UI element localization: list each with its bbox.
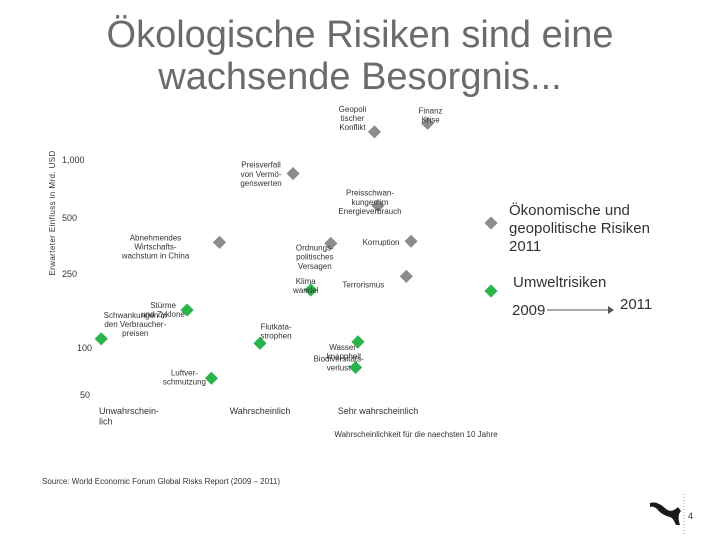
environmental-risk-point	[252, 335, 268, 351]
risk-point-label: Korruption	[363, 238, 400, 247]
risk-point-label: Stürme und Zyklone	[141, 301, 185, 319]
economic-risk-point	[367, 124, 382, 140]
x-tick-label: Unwahrschein-lich	[99, 406, 159, 426]
risk-point-label: Terrorismus	[342, 280, 384, 289]
page-number: 4	[688, 511, 694, 521]
brand-logo	[650, 502, 681, 525]
legend-year-to: 2011	[620, 296, 653, 313]
risk-point-label: Luftver-schmutzung	[163, 368, 206, 386]
risk-point-label: Preisverfall von Vermö-genswerten	[240, 161, 281, 188]
title-line-1: Ökologische Risiken sind eine	[106, 14, 614, 56]
risk-point-label: Wasser-knappheit	[327, 343, 362, 361]
environmental-risk-point	[303, 282, 319, 298]
legend-environmental-marker	[483, 283, 499, 299]
economic-risk-point	[398, 268, 414, 284]
legend-economic-line1: Ökonomische und	[509, 202, 630, 219]
title-line-2: wachsende Besorgnis...	[158, 56, 562, 98]
y-tick-label: 1,000	[62, 155, 85, 165]
legend-economic-label: Ökonomische und geopolitische Risiken 20…	[509, 202, 650, 256]
risk-point-label: Preisschwan-kungen im Energieverbrauch	[338, 189, 401, 216]
risk-point-label: Abnehmendes Wirtschafts-wachstum in China	[121, 233, 190, 260]
risk-point-label: Klima wandel	[292, 277, 319, 295]
legend-environmental-label: Umweltrisiken	[513, 274, 607, 291]
x-tick-label: Wahrscheinlich	[230, 406, 291, 416]
y-tick-label: 250	[62, 269, 77, 279]
economic-risk-point	[212, 234, 227, 250]
economic-risk-point	[370, 198, 386, 214]
slide-title: Ökologische Risiken sind eine wachsende …	[60, 14, 660, 98]
legend-economic-marker	[483, 215, 499, 231]
risk-point-label: Schwankungen in den Verbraucher-preisen	[104, 311, 167, 338]
economic-risk-point	[403, 233, 419, 249]
legend-arrow-head	[608, 306, 614, 314]
y-axis-label: Erwarteter Einfluss in Mrd. USD	[48, 150, 57, 275]
environmental-risk-point	[179, 302, 195, 318]
y-tick-label: 500	[62, 213, 77, 223]
environmental-risk-point	[203, 370, 219, 386]
x-axis-label: Wahrscheinlichkeit für die naechsten 10 …	[334, 430, 498, 439]
x-tick-label: Sehr wahrscheinlich	[338, 406, 419, 416]
risk-point-label: Flutkata-strophen	[260, 322, 291, 340]
economic-risk-point	[323, 236, 339, 251]
source-note: Source: World Economic Forum Global Risk…	[42, 477, 281, 486]
risk-point-label: Biodiversitäts-verlust	[313, 355, 364, 373]
legend-economic-line3: 2011	[509, 238, 542, 255]
risk-point-label: Ordnungs-politisches Versagen	[296, 243, 334, 270]
risk-point-label: Geopoli tischer Konflikt	[339, 105, 367, 132]
economic-risk-point	[420, 115, 435, 131]
environmental-risk-point	[348, 360, 364, 375]
y-tick-label: 50	[80, 390, 90, 400]
environmental-risk-point	[93, 331, 109, 347]
risk-point-label: Finanz Krise	[419, 106, 443, 124]
legend-year-from: 2009	[512, 302, 546, 319]
page-divider	[683, 494, 685, 534]
legend-economic-line2: geopolitische Risiken	[509, 220, 650, 237]
environmental-risk-point	[350, 334, 366, 350]
economic-risk-point	[285, 166, 301, 182]
y-tick-label: 100	[77, 343, 92, 353]
